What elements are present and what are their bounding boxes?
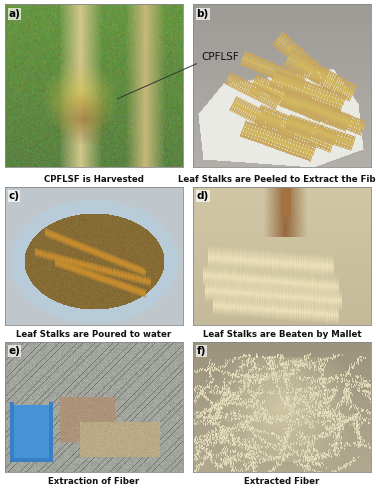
Text: Leaf Stalks are Poured to water: Leaf Stalks are Poured to water — [17, 330, 171, 339]
Text: CPFLSF is Harvested: CPFLSF is Harvested — [44, 175, 144, 184]
Text: e): e) — [9, 346, 20, 356]
Text: c): c) — [9, 191, 20, 201]
Text: Extraction of Fiber: Extraction of Fiber — [49, 477, 139, 486]
Text: a): a) — [9, 9, 20, 19]
Text: Extracted Fiber: Extracted Fiber — [244, 477, 320, 486]
Text: CPFLSF: CPFLSF — [201, 52, 239, 62]
Text: b): b) — [197, 9, 209, 19]
Text: Leaf Stalks are Peeled to Extract the Fiber: Leaf Stalks are Peeled to Extract the Fi… — [178, 175, 376, 184]
Text: f): f) — [197, 346, 206, 356]
Text: Leaf Stalks are Beaten by Mallet: Leaf Stalks are Beaten by Mallet — [203, 330, 361, 339]
Text: d): d) — [197, 191, 209, 201]
